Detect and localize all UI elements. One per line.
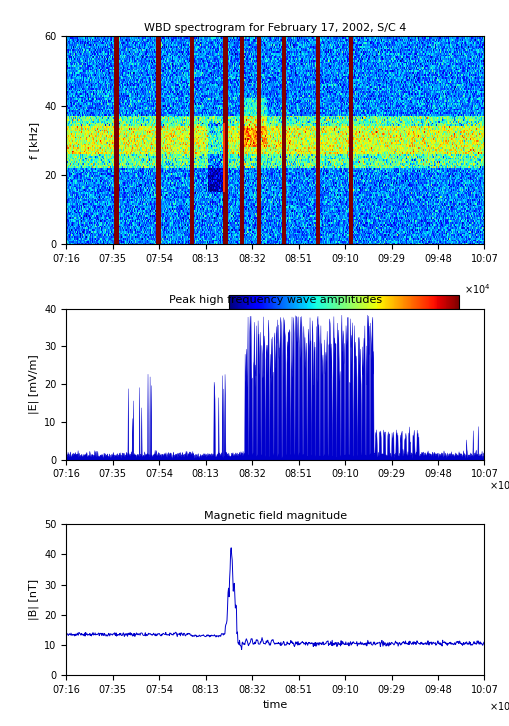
Text: $\times 10^4$: $\times 10^4$ [488, 699, 509, 713]
Title: Peak high frequency wave amplitudes: Peak high frequency wave amplitudes [168, 295, 381, 305]
Y-axis label: |B| [nT]: |B| [nT] [28, 579, 39, 620]
Y-axis label: |E| [mV/m]: |E| [mV/m] [28, 354, 39, 414]
Title: Magnetic field magnitude: Magnetic field magnitude [204, 510, 346, 521]
Y-axis label: f [kHz]: f [kHz] [29, 121, 39, 159]
X-axis label: time: time [262, 701, 288, 711]
Title: WBD spectrogram for February 17, 2002, S/C 4: WBD spectrogram for February 17, 2002, S… [144, 23, 406, 33]
Text: $\times 10^4$: $\times 10^4$ [463, 282, 489, 296]
Text: $\times 10^4$: $\times 10^4$ [488, 478, 509, 492]
